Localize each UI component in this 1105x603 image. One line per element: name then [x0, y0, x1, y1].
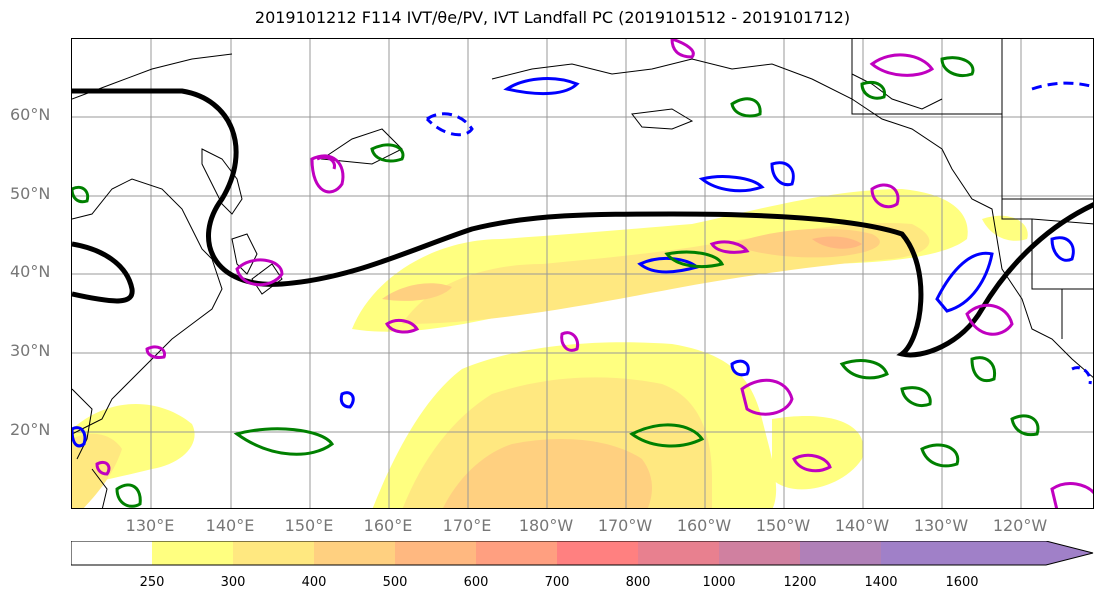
lat-label-60n: 60°N	[10, 105, 51, 124]
ivt-shading	[72, 189, 1028, 508]
colorbar-tick: 800	[625, 575, 651, 590]
map-panel	[71, 38, 1094, 509]
colorbar-tick: 600	[463, 575, 489, 590]
lon-label-120w: 120°W	[992, 516, 1048, 535]
lon-label-160w: 160°W	[676, 516, 732, 535]
map-canvas	[72, 39, 1093, 508]
colorbar-segment	[395, 541, 476, 565]
ivt-landfall-pc-contour	[72, 88, 1093, 358]
lat-label-30n: 30°N	[10, 341, 51, 360]
colorbar-tick: 400	[301, 575, 327, 590]
colorbar-segment	[152, 541, 233, 565]
plot-title: 2019101212 F114 IVT/θe/PV, IVT Landfall …	[254, 8, 851, 27]
colorbar-segment	[881, 541, 1093, 565]
colorbar-tick: 300	[220, 575, 246, 590]
colorbar-segment	[476, 541, 557, 565]
colorbar-tick: 1600	[945, 575, 979, 590]
colorbar-tick: 700	[544, 575, 570, 590]
lon-label-140e: 140°E	[205, 516, 255, 535]
lon-label-130w: 130°W	[913, 516, 969, 535]
colorbar-segment	[557, 541, 638, 565]
lon-label-170e: 170°E	[442, 516, 492, 535]
lat-label-20n: 20°N	[10, 420, 51, 439]
lon-label-140w: 140°W	[834, 516, 890, 535]
colorbar-tick: 1200	[783, 575, 817, 590]
colorbar-segment	[800, 541, 881, 565]
lon-label-150e: 150°E	[284, 516, 334, 535]
colorbar-segment	[314, 541, 395, 565]
lat-label-40n: 40°N	[10, 262, 51, 281]
colorbar-segment-below	[71, 541, 152, 565]
lat-label-50n: 50°N	[10, 184, 51, 203]
graticule	[72, 39, 1093, 508]
lon-label-150w: 150°W	[755, 516, 811, 535]
colorbar-tick: 1000	[702, 575, 736, 590]
colorbar-segment	[719, 541, 800, 565]
pv-negative-contours	[72, 56, 1040, 508]
lon-label-180w: 180°W	[518, 516, 574, 535]
ivt-colorbar	[71, 541, 1094, 566]
colorbar-segment	[233, 541, 314, 565]
lon-label-170w: 170°W	[597, 516, 653, 535]
colorbar-segment	[638, 541, 719, 565]
pv-positive-contours	[95, 39, 1093, 508]
colorbar-tick: 500	[382, 575, 408, 590]
lon-label-160e: 160°E	[363, 516, 413, 535]
lon-label-130e: 130°E	[125, 516, 175, 535]
colorbar-outline	[71, 541, 1094, 566]
colorbar-tick: 250	[139, 575, 165, 590]
colorbar-tick: 1400	[864, 575, 898, 590]
